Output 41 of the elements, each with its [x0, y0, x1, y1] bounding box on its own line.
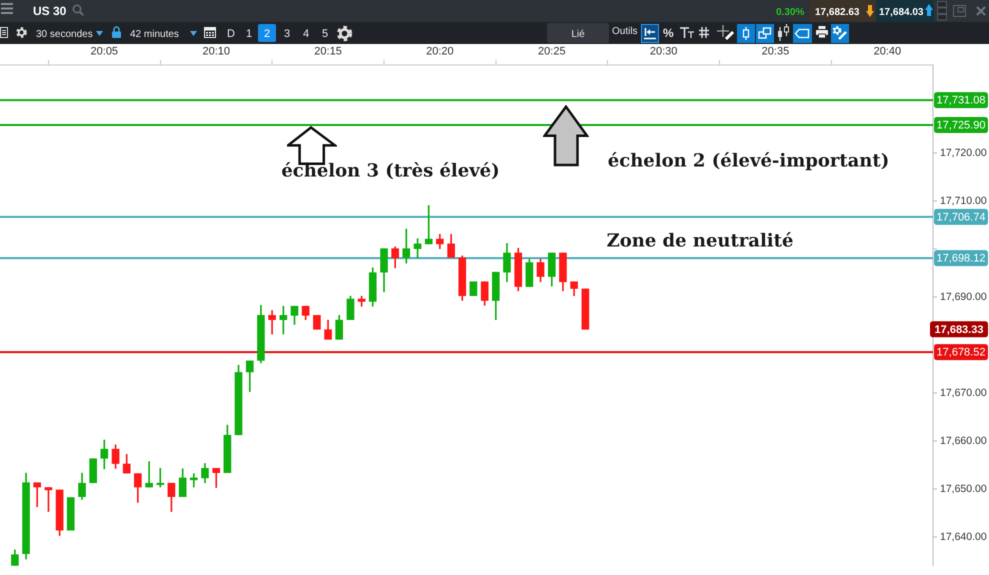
text: Lié — [571, 29, 585, 40]
x-tick-label: 20:40 — [874, 45, 902, 58]
y-tick-label: 17,640.00 — [940, 530, 987, 543]
text: 42 minutes — [130, 29, 179, 40]
annotation: échelon 3 (très élevé) — [281, 160, 500, 182]
text: 30 secondes — [36, 29, 93, 40]
y-tick-label: 17,690.00 — [940, 291, 987, 304]
y-tick-label: 17,710.00 — [940, 195, 987, 208]
annotation: Zone de neutralité — [606, 230, 794, 252]
x-tick-label: 20:35 — [762, 45, 790, 58]
x-tick-label: 20:05 — [90, 45, 118, 58]
y-tick-label: 17,650.00 — [940, 482, 987, 495]
text: 17,683.33 — [934, 324, 984, 336]
ref-line-label: 17,706.74 — [936, 211, 986, 224]
chart-title: US 30 — [33, 4, 66, 18]
text: % — [663, 26, 674, 40]
ref-line-label: 17,731.08 — [936, 94, 986, 107]
text: Outils — [612, 26, 638, 37]
text: 3 — [284, 28, 290, 40]
y-tick-label: 17,670.00 — [940, 386, 987, 399]
x-tick-label: 20:30 — [650, 45, 678, 58]
text: 17,682.63 — [815, 7, 860, 18]
text: 5 — [322, 28, 328, 40]
text: D — [227, 28, 235, 40]
x-tick-label: 20:25 — [538, 45, 566, 58]
x-tick-label: 20:10 — [202, 45, 230, 58]
text: 0.30% — [776, 7, 804, 18]
candlestick — [268, 310, 276, 334]
x-tick-label: 20:15 — [314, 45, 342, 58]
text: 4 — [303, 28, 310, 40]
ref-line-label: 17,725.90 — [936, 119, 986, 132]
text: 17,684.03 — [879, 7, 924, 18]
x-tick-label: 20:20 — [426, 45, 454, 58]
annotation: échelon 2 (élevé-important) — [608, 150, 890, 172]
y-tick-label: 17,720.00 — [940, 147, 987, 160]
ref-line-label: 17,678.52 — [936, 346, 986, 359]
text: 1 — [246, 28, 252, 40]
ref-line-label: 17,698.12 — [936, 252, 986, 265]
candlestick — [44, 487, 52, 512]
text: 2 — [264, 28, 270, 40]
y-tick-label: 17,660.00 — [940, 434, 987, 447]
